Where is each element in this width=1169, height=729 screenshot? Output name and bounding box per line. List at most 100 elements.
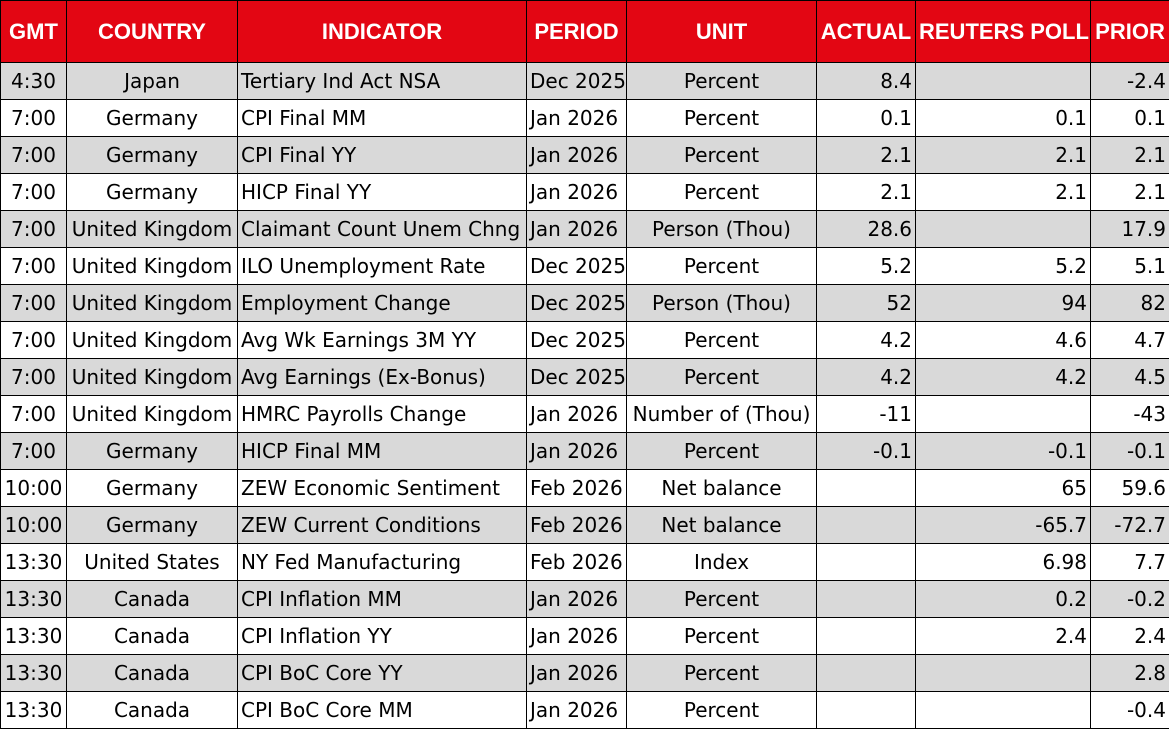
cell-period: Feb 2026 xyxy=(527,544,627,581)
cell-reuters-poll: -65.7 xyxy=(916,507,1091,544)
cell-gmt: 7:00 xyxy=(1,137,67,174)
cell-country: United Kingdom xyxy=(67,359,238,396)
cell-reuters-poll xyxy=(916,692,1091,729)
cell-prior: -0.2 xyxy=(1091,581,1169,618)
cell-country: United Kingdom xyxy=(67,285,238,322)
cell-reuters-poll: 6.98 xyxy=(916,544,1091,581)
cell-period: Dec 2025 xyxy=(527,322,627,359)
cell-prior: 59.6 xyxy=(1091,470,1169,507)
cell-reuters-poll: 4.2 xyxy=(916,359,1091,396)
cell-prior: 2.1 xyxy=(1091,174,1169,211)
cell-actual: 2.1 xyxy=(817,137,916,174)
cell-actual: 4.2 xyxy=(817,359,916,396)
cell-prior: -72.7 xyxy=(1091,507,1169,544)
cell-gmt: 13:30 xyxy=(1,581,67,618)
cell-gmt: 7:00 xyxy=(1,174,67,211)
cell-unit: Person (Thou) xyxy=(627,211,817,248)
cell-unit: Net balance xyxy=(627,470,817,507)
cell-unit: Percent xyxy=(627,359,817,396)
cell-country: United Kingdom xyxy=(67,322,238,359)
cell-indicator: ZEW Economic Sentiment xyxy=(238,470,527,507)
cell-period: Dec 2025 xyxy=(527,248,627,285)
cell-unit: Percent xyxy=(627,655,817,692)
cell-country: Canada xyxy=(67,655,238,692)
cell-reuters-poll: 0.2 xyxy=(916,581,1091,618)
cell-gmt: 13:30 xyxy=(1,655,67,692)
cell-prior: 17.9 xyxy=(1091,211,1169,248)
cell-country: Germany xyxy=(67,507,238,544)
cell-indicator: CPI Final YY xyxy=(238,137,527,174)
cell-period: Feb 2026 xyxy=(527,470,627,507)
cell-unit: Number of (Thou) xyxy=(627,396,817,433)
cell-actual xyxy=(817,470,916,507)
cell-country: Germany xyxy=(67,100,238,137)
cell-gmt: 7:00 xyxy=(1,359,67,396)
cell-period: Jan 2026 xyxy=(527,618,627,655)
cell-reuters-poll: 4.6 xyxy=(916,322,1091,359)
cell-gmt: 7:00 xyxy=(1,433,67,470)
header-period: PERIOD xyxy=(527,1,627,63)
cell-country: United Kingdom xyxy=(67,248,238,285)
cell-indicator: CPI Inflation YY xyxy=(238,618,527,655)
cell-prior: 4.5 xyxy=(1091,359,1169,396)
cell-actual xyxy=(817,692,916,729)
cell-prior: -43 xyxy=(1091,396,1169,433)
cell-actual xyxy=(817,655,916,692)
header-indicator: INDICATOR xyxy=(238,1,527,63)
cell-reuters-poll xyxy=(916,211,1091,248)
cell-country: United Kingdom xyxy=(67,396,238,433)
cell-actual: 5.2 xyxy=(817,248,916,285)
cell-actual: 28.6 xyxy=(817,211,916,248)
cell-actual: -0.1 xyxy=(817,433,916,470)
header-reuters-poll: REUTERS POLL xyxy=(916,1,1091,63)
cell-unit: Percent xyxy=(627,581,817,618)
cell-reuters-poll: 2.1 xyxy=(916,174,1091,211)
cell-indicator: Avg Earnings (Ex-Bonus) xyxy=(238,359,527,396)
cell-reuters-poll: 5.2 xyxy=(916,248,1091,285)
cell-period: Jan 2026 xyxy=(527,581,627,618)
cell-prior: -2.4 xyxy=(1091,63,1169,100)
cell-indicator: ZEW Current Conditions xyxy=(238,507,527,544)
cell-prior: 2.4 xyxy=(1091,618,1169,655)
cell-actual xyxy=(817,544,916,581)
cell-indicator: ILO Unemployment Rate xyxy=(238,248,527,285)
cell-unit: Percent xyxy=(627,433,817,470)
cell-actual xyxy=(817,618,916,655)
cell-reuters-poll xyxy=(916,63,1091,100)
cell-indicator: CPI BoC Core YY xyxy=(238,655,527,692)
cell-indicator: Avg Wk Earnings 3M YY xyxy=(238,322,527,359)
cell-reuters-poll: -0.1 xyxy=(916,433,1091,470)
cell-country: Canada xyxy=(67,581,238,618)
cell-indicator: Tertiary Ind Act NSA xyxy=(238,63,527,100)
cell-prior: 82 xyxy=(1091,285,1169,322)
cell-gmt: 7:00 xyxy=(1,248,67,285)
cell-period: Jan 2026 xyxy=(527,137,627,174)
cell-prior: 0.1 xyxy=(1091,100,1169,137)
cell-indicator: HMRC Payrolls Change xyxy=(238,396,527,433)
cell-gmt: 7:00 xyxy=(1,396,67,433)
cell-unit: Percent xyxy=(627,100,817,137)
cell-unit: Index xyxy=(627,544,817,581)
cell-gmt: 7:00 xyxy=(1,211,67,248)
cell-period: Jan 2026 xyxy=(527,655,627,692)
cell-gmt: 13:30 xyxy=(1,618,67,655)
cell-actual xyxy=(817,507,916,544)
header-row: GMT COUNTRY INDICATOR PERIOD UNIT ACTUAL… xyxy=(1,1,1169,63)
cell-actual: -11 xyxy=(817,396,916,433)
cell-indicator: HICP Final YY xyxy=(238,174,527,211)
table-header: GMT COUNTRY INDICATOR PERIOD UNIT ACTUAL… xyxy=(1,1,1169,63)
cell-gmt: 13:30 xyxy=(1,692,67,729)
cell-period: Jan 2026 xyxy=(527,211,627,248)
